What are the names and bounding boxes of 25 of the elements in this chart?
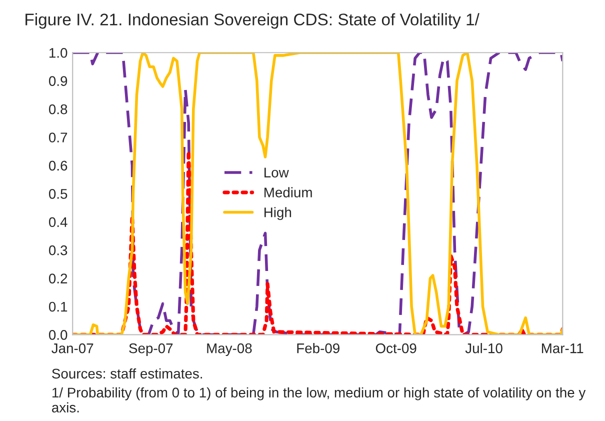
y-tick-label: 0.8 [48, 104, 68, 114]
x-tick-label: Mar-11 [542, 344, 584, 354]
y-tick-label: 0.5 [48, 188, 68, 199]
legend-label: Low [264, 168, 289, 178]
y-tick-label: 0.7 [48, 132, 68, 142]
y-tick-label: 0.0 [48, 330, 68, 340]
x-tick-label: Jul-10 [465, 343, 502, 354]
y-tick-label: 0.6 [48, 160, 68, 171]
line-series [72, 52, 563, 335]
x-tick-label: Oct-09 [376, 343, 416, 354]
y-tick-label: 0.1 [48, 302, 68, 312]
text: 1/ Probability (from 0 to 1) of being in the low, medium or high state of volatility on the y axis. [52, 387, 586, 412]
y-tick-label: 0.2 [48, 274, 68, 284]
source-note: Sources: staff estimates. [52, 368, 202, 379]
legend-label: Medium [264, 187, 312, 198]
y-tick-label: 0.4 [48, 217, 68, 228]
y-tick-label: 0.9 [48, 76, 68, 86]
y-tick-label: 0.3 [48, 245, 68, 256]
x-tick-label: Feb-09 [297, 343, 340, 354]
x-tick-label: Sep-07 [129, 343, 173, 356]
legend-label: High [264, 207, 292, 220]
chart-title: Figure IV. 21. Indonesian Sovereign CDS: State of Volatility 1/ [26, 13, 480, 29]
x-tick-label: May-08 [207, 343, 252, 356]
x-tick-label: Jan-07 [52, 343, 94, 354]
y-tick-label: 1.0 [49, 48, 68, 58]
